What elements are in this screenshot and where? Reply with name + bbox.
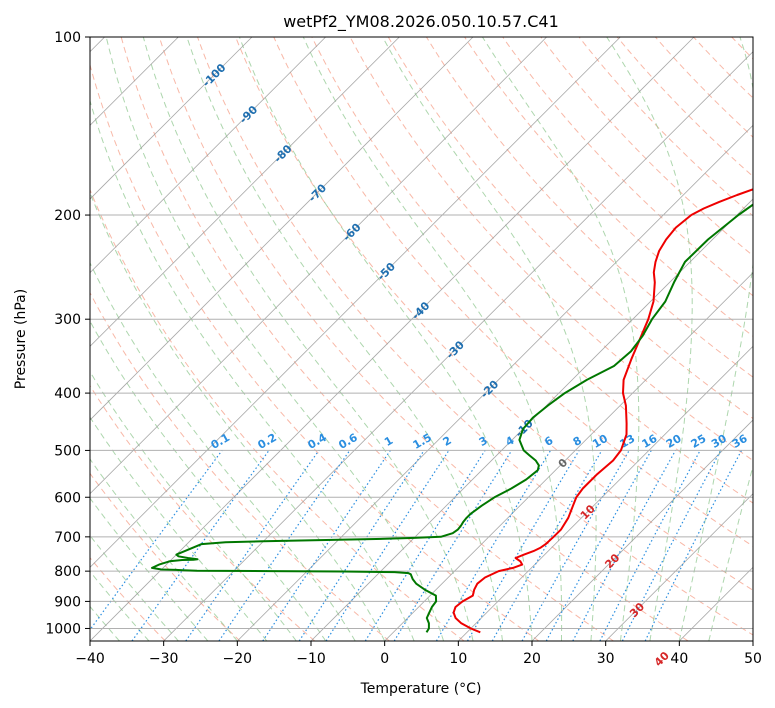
y-axis-title: Pressure (hPa): [13, 289, 29, 389]
skewed-isotherm-line: [90, 37, 695, 641]
isotherm-label: 40: [652, 649, 672, 669]
dry-adiabat-line: [311, 37, 753, 504]
skewed-isotherm-line: [458, 345, 753, 641]
x-tick-label: 10: [449, 651, 467, 667]
moist-adiabat-line: [90, 261, 356, 641]
moist-adiabat-line: [90, 191, 386, 641]
dry-adiabat-line: [90, 63, 540, 641]
y-axis: 100 200 300 400 500 600 700 800 900 1000: [45, 30, 90, 637]
x-tick-label: 50: [744, 651, 762, 667]
mixing-ratio-line: [621, 450, 722, 641]
skewed-isotherm-line: [90, 37, 621, 568]
mixing-ratio-line: [393, 450, 513, 641]
temperature-profile-line: [452, 188, 753, 634]
dry-adiabat-line: [90, 472, 241, 641]
mixing-ratio-line: [131, 450, 270, 641]
moist-adiabat-line: [238, 37, 533, 641]
x-axis: −40 −30 −20 −10 0 10 20 30 40 50: [75, 641, 762, 667]
mixing-ratio-line: [218, 450, 351, 641]
skewed-isotherm-line: [605, 493, 753, 641]
sounding-profiles: [151, 188, 753, 634]
x-tick-label: −10: [296, 651, 326, 667]
x-tick-label: 0: [380, 651, 389, 667]
mixing-ratio-line: [325, 450, 450, 641]
mixing-ratio-line: [572, 450, 677, 641]
moist-adiabat-line: [708, 464, 753, 641]
moist-adiabat-line: [142, 37, 474, 641]
y-tick-label: 900: [54, 594, 81, 610]
y-tick-label: 200: [54, 208, 81, 224]
dry-adiabat-line: [235, 37, 753, 591]
dry-adiabat-line: [90, 188, 465, 641]
mixing-ratio-line: [545, 450, 652, 641]
mixing-ratio-line: [298, 450, 425, 641]
dry-adiabat-line: [616, 37, 753, 178]
y-tick-label: 100: [54, 30, 81, 46]
mixing-ratio-line: [185, 450, 320, 641]
moist-adiabat-line: [481, 37, 640, 641]
mixing-ratio-line: [90, 450, 223, 631]
mixing-ratio-line: [644, 450, 743, 641]
x-tick-label: 20: [523, 651, 541, 667]
moist-adiabat-line: [90, 534, 179, 641]
moist-adiabat-line: [382, 37, 597, 641]
moist-adiabat-line: [105, 37, 445, 641]
skewed-isotherm-line: [531, 419, 753, 641]
background-lines: [90, 37, 775, 641]
dewpoint-profile-line: [151, 203, 753, 633]
dry-adiabat-line: [158, 37, 689, 641]
dry-adiabat-line: [770, 37, 775, 641]
x-tick-label: 40: [670, 651, 688, 667]
mixing-ratio-line: [521, 450, 630, 641]
chart-title: wetPf2_YM08.2026.050.10.57.C41: [283, 12, 559, 32]
moist-adiabat-line: [606, 37, 693, 641]
y-tick-label: 800: [54, 564, 81, 580]
skewed-isotherm-line: [310, 198, 753, 641]
x-axis-title: Temperature (°C): [360, 681, 482, 697]
skewed-isotherm-line: [90, 37, 474, 421]
dry-adiabat-line: [502, 37, 753, 297]
moist-adiabat-line: [90, 320, 327, 641]
moist-adiabat-line: [678, 37, 753, 641]
y-tick-label: 600: [54, 490, 81, 506]
dry-adiabat-line: [120, 37, 614, 641]
moist-adiabat-line: [90, 458, 238, 641]
x-tick-label: −20: [223, 651, 253, 667]
skewed-isotherm-line: [90, 37, 253, 200]
y-tick-label: 400: [54, 386, 81, 402]
moist-adiabat-line: [90, 497, 209, 641]
y-tick-label: 500: [54, 443, 81, 459]
skewed-isotherm-line: [90, 37, 547, 495]
moist-adiabat-line: [90, 370, 297, 641]
skewed-isotherm-line: [752, 640, 753, 641]
y-tick-label: 1000: [45, 621, 81, 637]
plot-frame: [89, 36, 754, 642]
moist-adiabat-line: [302, 37, 563, 641]
dry-adiabat-line: [273, 37, 753, 547]
skewed-isotherm-line: [90, 37, 326, 274]
dry-adiabat-line: [387, 37, 753, 420]
x-tick-label: −40: [75, 651, 105, 667]
dry-adiabat-line: [425, 37, 753, 378]
dry-adiabat-line: [90, 384, 316, 641]
mixing-ratio-line: [262, 450, 391, 641]
y-tick-label: 700: [54, 530, 81, 546]
plot-background: [90, 37, 753, 641]
y-tick-label: 300: [54, 312, 81, 328]
skewed-isotherm-line: [90, 37, 400, 347]
dry-adiabat-line: [197, 37, 753, 636]
x-tick-label: −30: [149, 651, 179, 667]
skewed-isotherm-line: [384, 272, 753, 641]
moist-adiabat-line: [186, 37, 503, 641]
moist-adiabat-line: [90, 416, 268, 641]
x-tick-label: 30: [597, 651, 615, 667]
